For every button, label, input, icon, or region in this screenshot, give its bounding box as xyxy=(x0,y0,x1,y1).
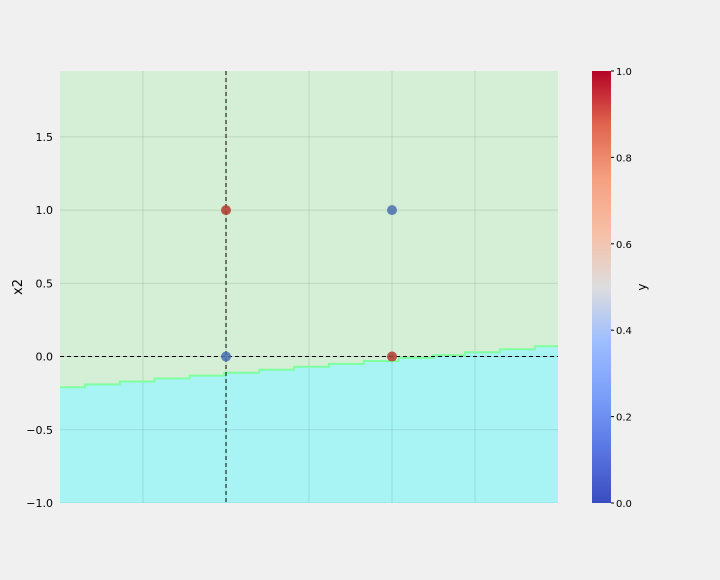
y-tick-label: 0.5 xyxy=(36,277,54,290)
data-point-class-0 xyxy=(221,351,231,362)
y-axis: −1.0 −0.5 0.0 0.5 1.0 1.5 xyxy=(26,131,53,510)
y-tick-label: 1.0 xyxy=(36,204,54,217)
plot-area xyxy=(60,71,558,503)
colorbar-tick-label: 0.2 xyxy=(616,413,632,424)
colorbar: 0.0 0.2 0.4 0.6 0.8 1.0 y xyxy=(592,67,649,510)
colorbar-tick-label: 1.0 xyxy=(616,67,632,78)
colorbar-tick-label: 0.0 xyxy=(616,499,632,510)
colorbar-gradient xyxy=(592,71,611,503)
colorbar-tick-label: 0.4 xyxy=(616,326,632,337)
y-tick-label: −0.5 xyxy=(26,424,53,437)
y-tick-label: 1.5 xyxy=(36,131,54,144)
lower-region xyxy=(60,346,558,503)
data-point-class-1 xyxy=(221,205,231,216)
decision-boundary-line xyxy=(60,345,558,389)
data-point-class-0 xyxy=(387,205,397,216)
y-axis-label: x2 xyxy=(11,279,26,295)
colorbar-ticks: 0.0 0.2 0.4 0.6 0.8 1.0 xyxy=(611,67,632,510)
y-tick-label: 0.0 xyxy=(36,351,54,364)
colorbar-tick-label: 0.8 xyxy=(616,153,632,164)
colorbar-tick-label: 0.6 xyxy=(616,240,632,251)
colorbar-label: y xyxy=(635,283,649,290)
data-point-class-1 xyxy=(387,351,397,362)
data-points xyxy=(221,205,397,362)
y-tick-label: −1.0 xyxy=(26,497,53,510)
